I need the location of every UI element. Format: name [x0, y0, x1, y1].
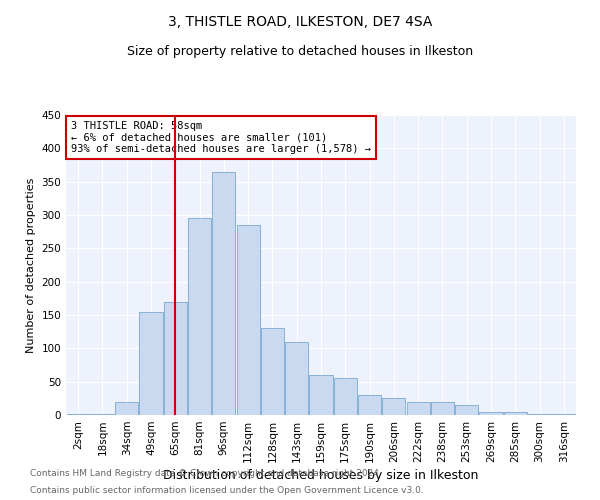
Bar — [310, 375, 332, 415]
Bar — [164, 302, 187, 415]
Text: Contains HM Land Registry data © Crown copyright and database right 2024.: Contains HM Land Registry data © Crown c… — [30, 468, 382, 477]
Bar — [91, 414, 114, 415]
Bar — [358, 395, 381, 415]
Bar — [455, 405, 478, 415]
Bar — [407, 402, 430, 415]
Bar — [334, 378, 357, 415]
Bar — [553, 414, 575, 415]
Bar — [431, 402, 454, 415]
Text: 3 THISTLE ROAD: 58sqm
← 6% of detached houses are smaller (101)
93% of semi-deta: 3 THISTLE ROAD: 58sqm ← 6% of detached h… — [71, 121, 371, 154]
Bar — [115, 402, 138, 415]
Bar — [139, 312, 163, 415]
Bar — [236, 225, 260, 415]
X-axis label: Distribution of detached houses by size in Ilkeston: Distribution of detached houses by size … — [163, 469, 479, 482]
Bar — [261, 328, 284, 415]
Bar — [479, 412, 503, 415]
Bar — [382, 398, 406, 415]
Text: 3, THISTLE ROAD, ILKESTON, DE7 4SA: 3, THISTLE ROAD, ILKESTON, DE7 4SA — [168, 15, 432, 29]
Bar — [285, 342, 308, 415]
Bar — [212, 172, 235, 415]
Bar — [504, 412, 527, 415]
Text: Contains public sector information licensed under the Open Government Licence v3: Contains public sector information licen… — [30, 486, 424, 495]
Bar — [67, 414, 89, 415]
Bar — [528, 414, 551, 415]
Text: Size of property relative to detached houses in Ilkeston: Size of property relative to detached ho… — [127, 45, 473, 58]
Y-axis label: Number of detached properties: Number of detached properties — [26, 178, 36, 352]
Bar — [188, 218, 211, 415]
